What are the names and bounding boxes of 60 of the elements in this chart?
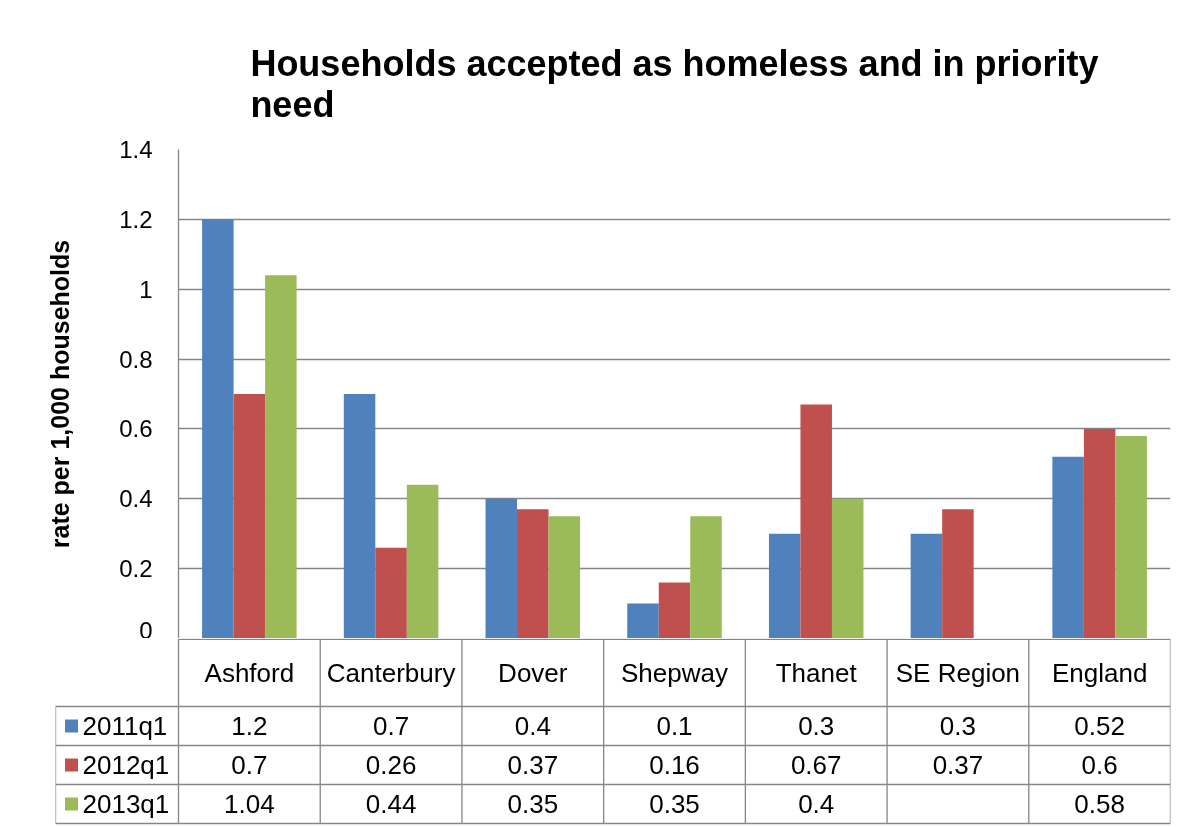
data-label: 0.1 xyxy=(656,711,693,741)
bar xyxy=(800,404,832,638)
y-tick-label: 1.2 xyxy=(119,205,153,233)
chart-title: Households accepted as homeless and in priority need xyxy=(250,42,1099,125)
bar xyxy=(768,533,801,638)
bar xyxy=(1052,456,1084,638)
x-tick-label: SE Region xyxy=(895,657,1021,688)
bar xyxy=(690,516,722,638)
y-tick-label: 0.8 xyxy=(119,345,153,373)
data-label: 0.58 xyxy=(1074,789,1125,819)
data-label: 0.35 xyxy=(507,789,559,819)
data-label: 0.37 xyxy=(507,750,559,780)
legend-label: 2013q1 xyxy=(82,789,170,819)
data-label: 0.52 xyxy=(1074,711,1125,741)
bar xyxy=(831,498,864,638)
bar xyxy=(910,533,943,638)
y-tick-label: 1 xyxy=(139,275,153,303)
x-tick-label: Canterbury xyxy=(326,657,456,688)
bar xyxy=(202,219,234,638)
bar xyxy=(548,516,581,638)
data-label: 1.04 xyxy=(224,789,275,819)
y-tick-label: 1.4 xyxy=(119,136,153,163)
bar xyxy=(1083,428,1116,638)
data-label: 0.16 xyxy=(649,750,700,780)
bar xyxy=(406,484,439,638)
y-tick-label: 0.2 xyxy=(119,555,153,583)
data-label: 0.4 xyxy=(514,711,551,741)
y-tick-label: 0.6 xyxy=(119,415,153,443)
bar xyxy=(375,547,407,638)
data-label: 0.6 xyxy=(1081,750,1118,780)
bar xyxy=(233,394,266,638)
y-tick-label: 0 xyxy=(139,616,153,644)
x-tick-label: Thanet xyxy=(775,657,858,688)
bar xyxy=(517,509,549,638)
legend-label: 2012q1 xyxy=(82,750,170,780)
data-label: 0.4 xyxy=(798,789,835,819)
y-axis-title: rate per 1,000 households xyxy=(46,239,75,549)
legend-label: 2011q1 xyxy=(82,711,168,741)
bar xyxy=(485,498,518,638)
x-tick-label: Shepway xyxy=(621,657,728,688)
data-label: 1.2 xyxy=(231,711,268,741)
data-label: 0.44 xyxy=(365,789,417,819)
data-label: 0.3 xyxy=(939,711,977,741)
data-label: 0.35 xyxy=(649,789,700,819)
data-label: 0.37 xyxy=(932,750,984,780)
bar xyxy=(1115,435,1147,638)
data-label: 0.7 xyxy=(231,750,268,780)
bar xyxy=(942,509,974,638)
x-tick-label: Ashford xyxy=(204,657,295,688)
data-label: 0.3 xyxy=(798,711,835,741)
bar xyxy=(658,582,691,638)
bar xyxy=(265,275,297,638)
bar xyxy=(343,394,376,638)
data-label: 0.67 xyxy=(790,750,842,780)
data-label: 0.7 xyxy=(373,711,410,741)
x-tick-label: England xyxy=(1051,657,1148,688)
x-tick-label: Dover xyxy=(498,657,568,688)
y-tick-label: 0.4 xyxy=(119,485,153,513)
bar xyxy=(627,603,659,638)
data-label: 0.26 xyxy=(365,750,417,780)
